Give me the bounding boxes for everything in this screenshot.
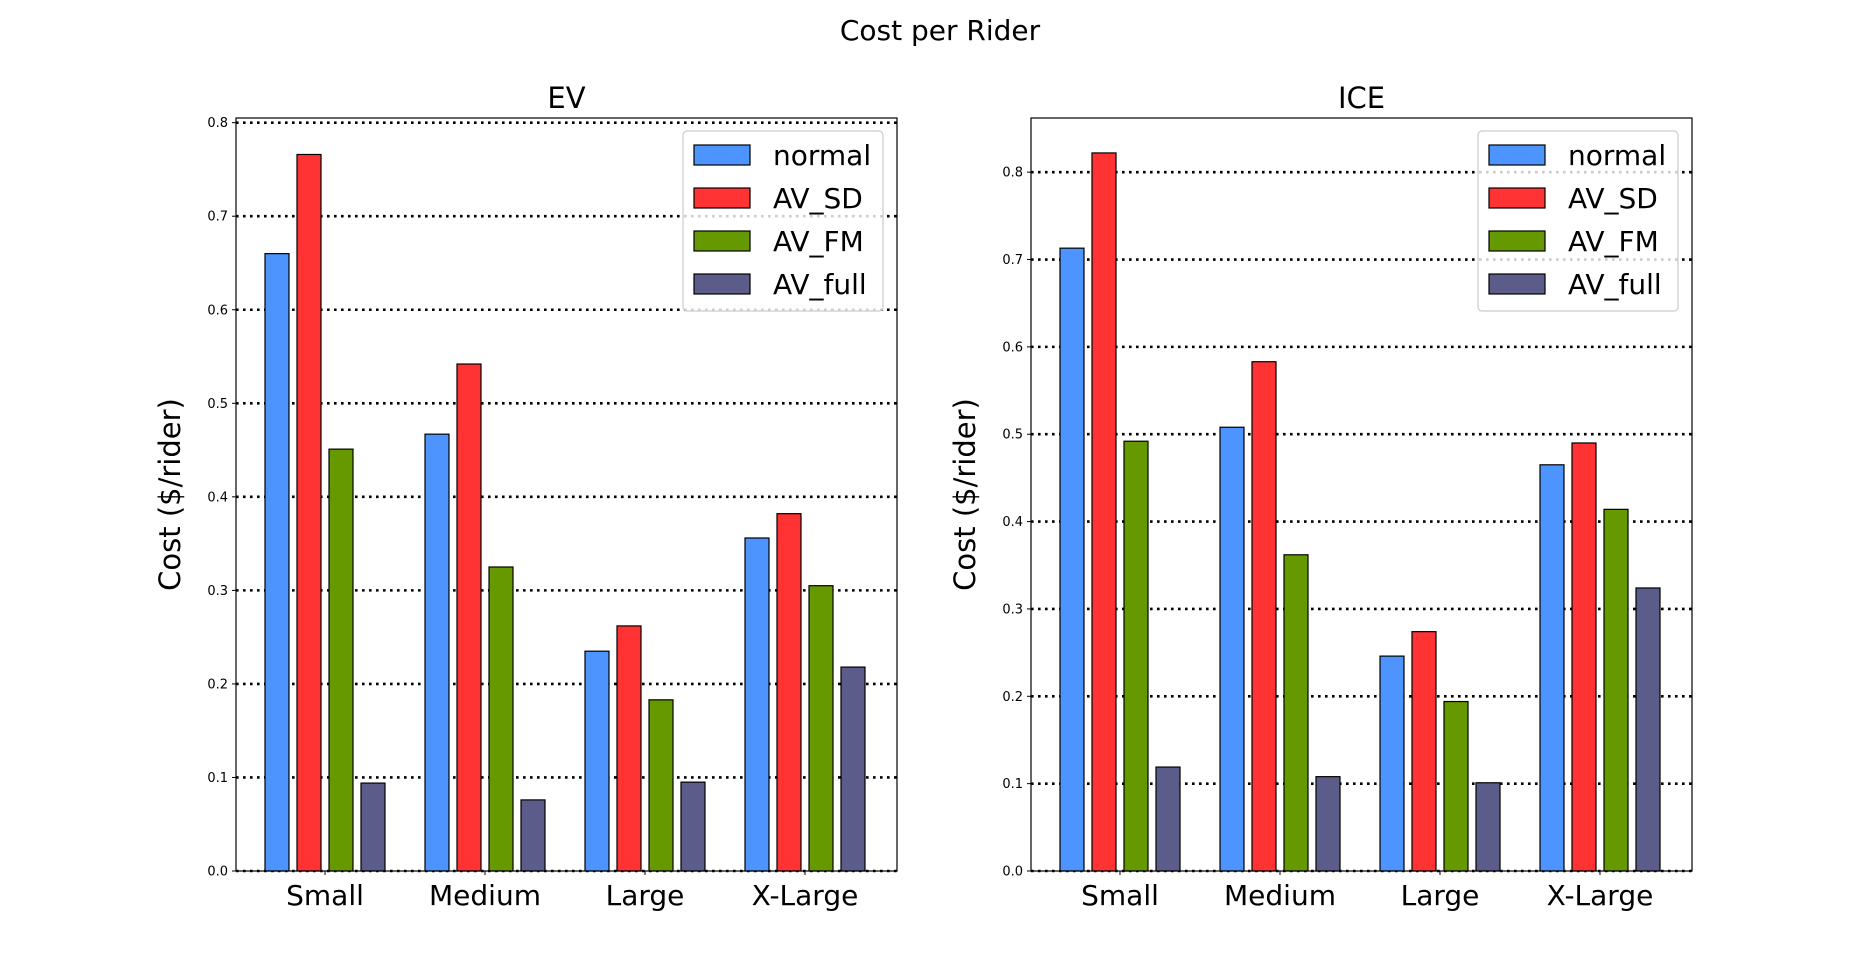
bar-normal-x-large — [1539, 464, 1565, 872]
bar-av-sd-large — [1411, 631, 1437, 872]
bar-av-full-medium — [1315, 776, 1341, 872]
y-tick-label: 0.8 — [207, 116, 228, 131]
figure-title: Cost per Rider — [840, 14, 1041, 47]
legend-swatch-av-full — [1488, 273, 1546, 295]
legend-label: AV_full — [1568, 268, 1662, 301]
chart-ice: ICE Cost ($/rider) 0.0 0.1 0.2 0.3 0.4 0.5 0.6 0.… — [948, 81, 1693, 912]
legend-swatch-av-fm — [693, 230, 751, 252]
legend-label: AV_SD — [1568, 182, 1658, 215]
legend: normal AV_SD AV_FM AV_full — [682, 130, 884, 312]
x-tick-label: Medium — [429, 879, 541, 912]
y-tick-label: 0.7 — [207, 210, 228, 225]
legend-frame — [1477, 130, 1679, 312]
bar-av-sd-medium — [456, 363, 482, 872]
bar-av-full-x-large — [1635, 587, 1661, 872]
y-tick-label: 0.5 — [207, 397, 228, 412]
bar-normal-medium — [1219, 426, 1245, 872]
bar-normal-x-large — [744, 537, 770, 872]
y-tick-label: 0.4 — [1002, 515, 1023, 530]
x-tick-label: Large — [606, 879, 685, 912]
bar-av-fm-medium — [1283, 554, 1309, 872]
legend-swatch-av-fm — [1488, 230, 1546, 252]
y-tick-label: 0.6 — [1002, 340, 1023, 355]
legend-label: AV_FM — [1568, 225, 1659, 258]
x-tick-label: Large — [1401, 879, 1480, 912]
legend: normal AV_SD AV_FM AV_full — [1477, 130, 1679, 312]
y-tick-label: 0.4 — [207, 490, 228, 505]
bar-av-fm-medium — [488, 566, 514, 872]
y-tick-label: 0.1 — [1002, 777, 1023, 792]
legend-swatch-av-sd — [1488, 187, 1546, 209]
y-tick-label: 0.2 — [1002, 690, 1023, 705]
bar-av-sd-small — [1091, 152, 1117, 872]
bar-av-fm-large — [1443, 700, 1469, 872]
y-tick-label: 0.2 — [207, 677, 228, 692]
y-tick-label: 0.3 — [207, 584, 228, 599]
bar-av-full-medium — [520, 799, 546, 872]
bar-av-full-large — [1475, 782, 1501, 872]
axes-title: ICE — [1338, 81, 1385, 115]
x-tick-label: Small — [1081, 879, 1159, 912]
y-tick-label: 0.6 — [207, 303, 228, 318]
bar-normal-large — [584, 650, 610, 872]
y-tick-label: 0.5 — [1002, 428, 1023, 443]
y-tick-label: 0.0 — [1002, 865, 1023, 880]
bar-av-full-small — [1155, 766, 1181, 872]
bar-av-full-large — [680, 781, 706, 872]
legend-swatch-normal — [1488, 144, 1546, 166]
x-tick-label: Medium — [1224, 879, 1336, 912]
y-tick-label: 0.8 — [1002, 166, 1023, 181]
y-tick-label: 0.1 — [207, 771, 228, 786]
legend-label: AV_FM — [773, 225, 864, 258]
legend-swatch-normal — [693, 144, 751, 166]
y-axis-label: Cost ($/rider) — [153, 398, 187, 591]
bar-av-sd-small — [296, 153, 322, 872]
y-tick-label: 0.0 — [207, 865, 228, 880]
bar-normal-medium — [424, 433, 450, 872]
legend-swatch-av-sd — [693, 187, 751, 209]
bar-av-fm-x-large — [808, 585, 834, 872]
bar-av-full-x-large — [840, 666, 866, 872]
y-tick-label: 0.3 — [1002, 602, 1023, 617]
bar-av-fm-small — [1123, 440, 1149, 872]
bar-av-sd-x-large — [776, 513, 802, 872]
bar-normal-small — [1059, 247, 1085, 872]
x-tick-label: X-Large — [1547, 879, 1654, 912]
axes-title: EV — [547, 81, 585, 115]
chart-ev: EV Cost ($/rider) 0.0 0.1 0.2 0.3 0.4 0.5 0.6 0.7… — [153, 81, 898, 912]
bar-normal-small — [264, 253, 290, 872]
legend-label: normal — [1568, 139, 1666, 172]
legend-label: normal — [773, 139, 871, 172]
legend-label: AV_full — [773, 268, 867, 301]
legend-label: AV_SD — [773, 182, 863, 215]
legend-frame — [682, 130, 884, 312]
bar-normal-large — [1379, 655, 1405, 872]
y-axis-label: Cost ($/rider) — [948, 398, 982, 591]
x-tick-label: X-Large — [752, 879, 859, 912]
x-tick-label: Small — [286, 879, 364, 912]
bar-av-sd-medium — [1251, 361, 1277, 872]
axes-frame — [235, 117, 898, 872]
legend-swatch-av-full — [693, 273, 751, 295]
bar-av-full-small — [360, 782, 386, 872]
bar-av-sd-x-large — [1571, 442, 1597, 872]
y-tick-label: 0.7 — [1002, 253, 1023, 268]
axes-frame — [1030, 117, 1693, 872]
bar-av-fm-large — [648, 699, 674, 872]
bar-av-sd-large — [616, 625, 642, 872]
bar-av-fm-x-large — [1603, 508, 1629, 872]
bar-av-fm-small — [328, 448, 354, 872]
